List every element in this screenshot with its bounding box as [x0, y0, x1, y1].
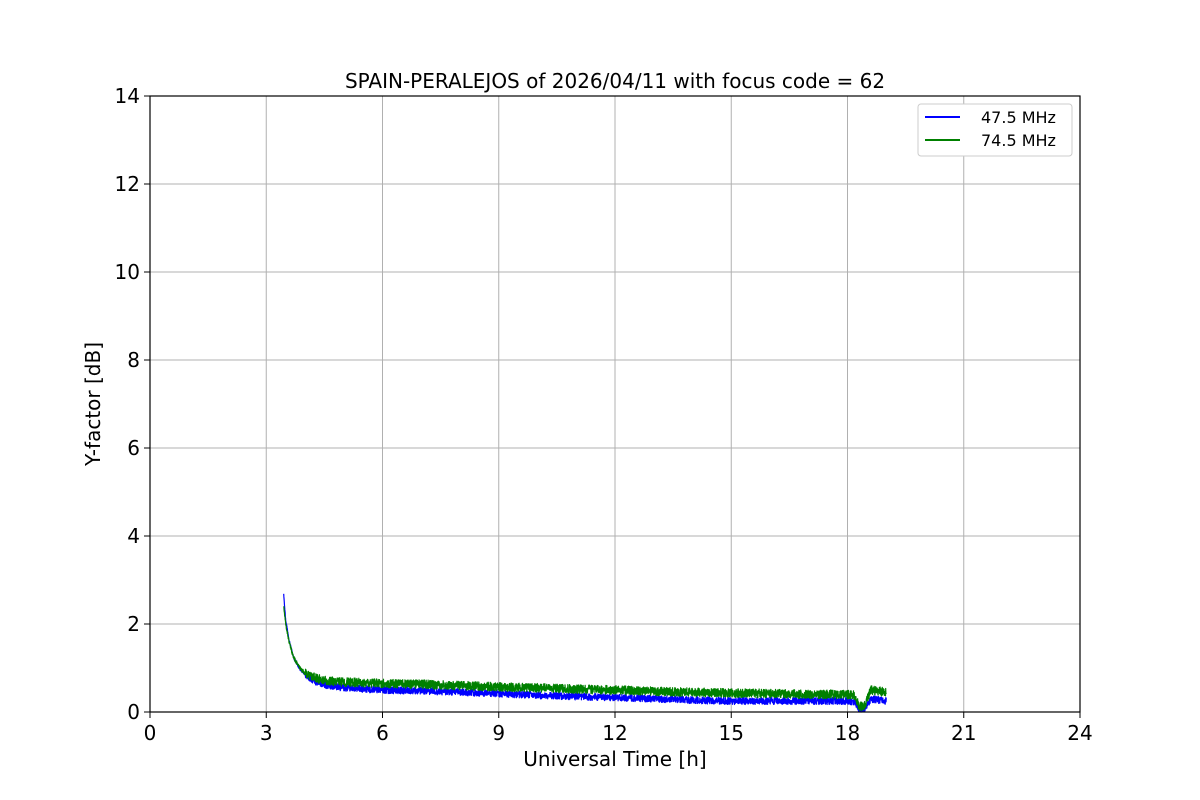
chart-title: SPAIN-PERALEJOS of 2026/04/11 with focus… — [345, 69, 885, 93]
series-lines — [283, 593, 887, 713]
x-tick-label: 6 — [376, 721, 389, 745]
series-line-74-5-mhz — [283, 606, 887, 711]
y-tick-label: 14 — [115, 84, 140, 108]
y-axis-ticks: 0 2 4 6 8 10 12 14 — [115, 84, 150, 724]
y-axis-label: Y-factor [dB] — [81, 342, 105, 467]
x-tick-label: 15 — [719, 721, 744, 745]
x-tick-label: 24 — [1067, 721, 1092, 745]
legend-label-74-5-mhz: 74.5 MHz — [981, 131, 1056, 150]
y-tick-label: 0 — [127, 700, 140, 724]
y-tick-label: 6 — [127, 436, 140, 460]
y-tick-label: 4 — [127, 524, 140, 548]
x-axis-ticks: 0 3 6 9 12 15 18 21 24 — [144, 712, 1093, 745]
y-tick-label: 2 — [127, 612, 140, 636]
x-tick-label: 3 — [260, 721, 273, 745]
x-tick-label: 0 — [144, 721, 157, 745]
x-axis-label: Universal Time [h] — [523, 747, 706, 771]
x-tick-label: 12 — [602, 721, 627, 745]
x-tick-label: 21 — [951, 721, 976, 745]
y-tick-label: 10 — [115, 260, 140, 284]
legend-label-47-5-mhz: 47.5 MHz — [981, 108, 1056, 127]
y-tick-label: 8 — [127, 348, 140, 372]
series-line-47-5-mhz — [283, 593, 887, 713]
legend: 47.5 MHz 74.5 MHz — [917, 103, 1073, 157]
x-tick-label: 9 — [492, 721, 505, 745]
y-tick-label: 12 — [115, 172, 140, 196]
x-tick-label: 18 — [835, 721, 860, 745]
